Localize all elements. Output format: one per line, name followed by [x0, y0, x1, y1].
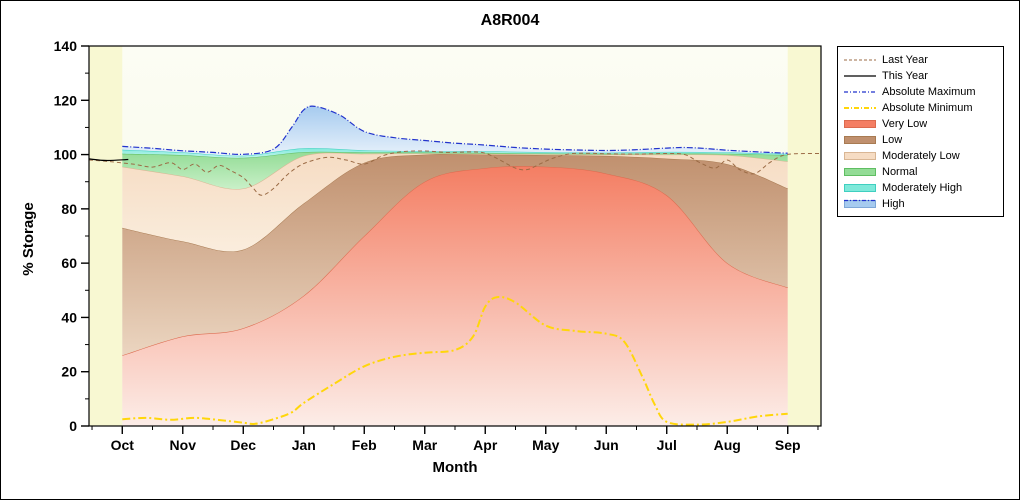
- legend-label: Absolute Minimum: [882, 102, 973, 114]
- legend-sample-low-icon: [844, 136, 876, 144]
- x-axis-ticks: Oct Nov Dec Jan Feb Mar Apr May Jun Jul Aug Sep: [91, 426, 819, 453]
- legend-label: Moderately High: [882, 182, 963, 194]
- x-axis-label: Month: [432, 459, 478, 476]
- legend-label: Moderately Low: [882, 150, 960, 162]
- legend-sample-absolute-maximum-icon: [844, 91, 876, 93]
- y-tick-label: 120: [54, 92, 78, 108]
- legend-item-absolute-minimum: Absolute Minimum: [843, 100, 999, 116]
- x-tick-label: Nov: [170, 437, 197, 453]
- legend-item-absolute-maximum: Absolute Maximum: [843, 84, 999, 100]
- legend-label: Normal: [882, 166, 918, 178]
- legend-item-normal: Normal: [843, 164, 999, 180]
- line-absolute-minimum: [122, 295, 788, 426]
- line-this-year: [88, 158, 129, 162]
- legend-item-this-year: This Year: [843, 68, 999, 84]
- line-absolute-maximum: [122, 105, 788, 155]
- band-high: [122, 106, 788, 156]
- y-tick-label: 0: [69, 418, 77, 434]
- legend-label: Very Low: [882, 118, 928, 130]
- legend-sample-moderately-high-icon: [844, 184, 876, 192]
- legend-sample-normal-icon: [844, 168, 876, 176]
- x-tick-label: Jan: [292, 437, 316, 453]
- band-very-low: [122, 166, 788, 426]
- x-tick-label: Apr: [473, 437, 498, 453]
- legend-item-last-year: Last Year: [843, 52, 999, 68]
- x-tick-label: Feb: [352, 437, 377, 453]
- y-axis-label: % Storage: [20, 202, 37, 276]
- legend-sample-absolute-minimum-icon: [844, 107, 876, 109]
- legend-item-very-low: Very Low: [843, 116, 999, 132]
- legend-sample-very-low-icon: [844, 120, 876, 128]
- legend-label: Absolute Maximum: [882, 86, 976, 98]
- band-moderately-low: [122, 152, 788, 252]
- band-normal: [122, 151, 788, 190]
- y-tick-label: 80: [61, 201, 77, 217]
- legend-item-low: Low: [843, 132, 999, 148]
- x-tick-label: Jun: [594, 437, 619, 453]
- y-axis-ticks: 0 20 40 60 80 100 120 140: [54, 38, 89, 434]
- legend-sample-this-year-icon: [844, 75, 876, 77]
- legend-sample-moderately-low-icon: [844, 152, 876, 160]
- legend-item-moderately-low: Moderately Low: [843, 148, 999, 164]
- y-tick-label: 140: [54, 38, 78, 54]
- x-tick-label: May: [532, 437, 559, 453]
- legend-item-moderately-high: Moderately High: [843, 180, 999, 196]
- legend-sample-last-year-icon: [844, 59, 876, 61]
- band-low: [122, 153, 788, 356]
- band-moderately-high: [122, 148, 788, 158]
- legend-sample-high-icon: [844, 199, 876, 208]
- x-tick-label: Oct: [111, 437, 135, 453]
- legend-label: Low: [882, 134, 903, 146]
- legend-label: High: [882, 198, 905, 210]
- legend-label: This Year: [882, 70, 928, 82]
- y-tick-label: 20: [61, 364, 77, 380]
- x-tick-label: Sep: [775, 437, 801, 453]
- x-tick-label: Jul: [657, 437, 677, 453]
- y-tick-label: 60: [61, 255, 77, 271]
- legend-item-high: High: [843, 196, 999, 212]
- chart-title: A8R004: [480, 12, 540, 29]
- y-tick-label: 100: [54, 147, 78, 163]
- y-tick-label: 40: [61, 309, 77, 325]
- x-tick-label: Dec: [230, 437, 256, 453]
- x-tick-label: Mar: [412, 437, 437, 453]
- x-tick-label: Aug: [714, 437, 741, 453]
- legend: Last Year This Year Absolute Maximum Absolu…: [837, 46, 1004, 217]
- legend-label: Last Year: [882, 54, 928, 66]
